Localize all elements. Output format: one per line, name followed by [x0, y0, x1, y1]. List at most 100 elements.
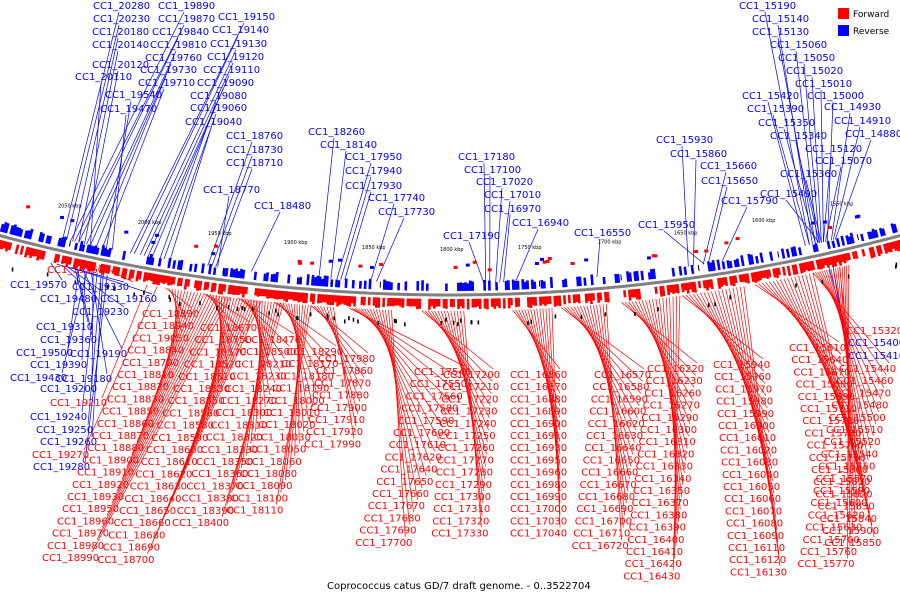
gene-label[interactable]: CC1_19250	[36, 425, 93, 436]
gene-label[interactable]: CC1_18940	[137, 321, 194, 332]
gene-label[interactable]: CC1_18790	[122, 358, 179, 369]
gene-label[interactable]: CC1_18890	[142, 309, 199, 320]
gene-label[interactable]: CC1_17330	[431, 529, 488, 540]
gene-label[interactable]: CC1_16910	[510, 431, 567, 442]
gene-label[interactable]: CC1_15830	[818, 502, 875, 513]
gene-label[interactable]: CC1_19500	[16, 348, 73, 359]
gene-label[interactable]: CC1_16050	[723, 482, 780, 493]
gene-label[interactable]: CC1_16930	[510, 443, 567, 454]
gene-label[interactable]: CC1_19430	[10, 373, 67, 384]
gene-label[interactable]: CC1_16380	[630, 510, 687, 521]
gene-label[interactable]: CC1_16080	[726, 519, 783, 530]
gene-label[interactable]: CC1_15680	[796, 380, 853, 391]
gene-label[interactable]: CC1_17910	[308, 415, 365, 426]
gene-label[interactable]: CC1_16680	[578, 492, 635, 503]
gene-label[interactable]: CC1_15650	[701, 176, 758, 187]
gene-label[interactable]: CC1_17870	[314, 378, 371, 389]
gene-label[interactable]: CC1_18900	[82, 455, 139, 466]
gene-label[interactable]: CC1_18770	[203, 185, 260, 196]
gene-label[interactable]: CC1_16000	[718, 421, 775, 432]
gene-label[interactable]: CC1_17250	[439, 431, 496, 442]
gene-label[interactable]: CC1_18370	[186, 481, 243, 492]
gene-label[interactable]: CC1_18580	[157, 421, 214, 432]
gene-label[interactable]: CC1_17950	[345, 152, 402, 163]
gene-label[interactable]: CC1_18110	[226, 506, 283, 517]
gene-label[interactable]: CC1_15820	[815, 489, 872, 500]
gene-label[interactable]: CC1_16400	[627, 535, 684, 546]
gene-label[interactable]: CC1_15470	[834, 388, 891, 399]
gene-label[interactable]: CC1_16650	[583, 455, 640, 466]
gene-label[interactable]: CC1_18550	[168, 396, 225, 407]
gene-label[interactable]: CC1_18400	[172, 518, 229, 529]
gene-label[interactable]: CC1_15850	[824, 538, 881, 549]
gene-label[interactable]: CC1_19470	[100, 104, 157, 115]
gene-label[interactable]: CC1_15420	[742, 91, 799, 102]
gene-label[interactable]: CC1_18810	[117, 370, 174, 381]
gene-label[interactable]: CC1_15690	[798, 392, 855, 403]
gene-label[interactable]: CC1_16900	[510, 419, 567, 430]
gene-label[interactable]: CC1_17740	[368, 193, 425, 204]
gene-label[interactable]: CC1_15000	[807, 91, 864, 102]
gene-label[interactable]: CC1_18310	[210, 420, 267, 431]
gene-label[interactable]: CC1_18670	[200, 323, 257, 334]
gene-label[interactable]: CC1_19890	[158, 1, 215, 12]
gene-label[interactable]: CC1_17010	[484, 190, 541, 201]
gene-label[interactable]: CC1_17990	[304, 439, 361, 450]
gene-label[interactable]: CC1_15120	[805, 144, 862, 155]
gene-label[interactable]: CC1_16290	[641, 413, 698, 424]
gene-label[interactable]: CC1_20230	[93, 14, 150, 25]
gene-label[interactable]: CC1_19390	[30, 360, 87, 371]
gene-label[interactable]: CC1_19360	[40, 335, 97, 346]
gene-label[interactable]: CC1_18480	[254, 201, 311, 212]
gene-label[interactable]: CC1_16420	[625, 559, 682, 570]
gene-label[interactable]: CC1_16640	[584, 443, 641, 454]
gene-label[interactable]: CC1_17680	[364, 513, 421, 524]
gene-label[interactable]: CC1_16220	[647, 364, 704, 375]
gene-label[interactable]: CC1_15390	[747, 104, 804, 115]
gene-label[interactable]: CC1_16020	[720, 445, 777, 456]
gene-label[interactable]: CC1_16230	[646, 376, 703, 387]
gene-label[interactable]: CC1_18240	[225, 384, 282, 395]
gene-label[interactable]: CC1_17220	[441, 394, 498, 405]
gene-label[interactable]: CC1_19130	[210, 39, 267, 50]
gene-label[interactable]: CC1_19870	[158, 14, 215, 25]
gene-label[interactable]: CC1_18380	[182, 494, 239, 505]
gene-label[interactable]: CC1_17600	[393, 428, 450, 439]
gene-label[interactable]: CC1_15010	[795, 79, 852, 90]
gene-label[interactable]: CC1_18920	[72, 480, 129, 491]
gene-label[interactable]: CC1_17230	[440, 407, 497, 418]
gene-label[interactable]: CC1_19710	[138, 78, 195, 89]
gene-label[interactable]: CC1_17260	[438, 443, 495, 454]
gene-label[interactable]: CC1_15410	[848, 351, 900, 362]
gene-label[interactable]: CC1_18850	[102, 407, 159, 418]
gene-label[interactable]: CC1_19310	[36, 322, 93, 333]
gene-label[interactable]: CC1_16300	[640, 425, 697, 436]
gene-label[interactable]: CC1_15190	[739, 1, 796, 12]
gene-label[interactable]: CC1_19060	[190, 103, 247, 114]
gene-label[interactable]: CC1_19180	[55, 374, 112, 385]
gene-label[interactable]: CC1_17930	[345, 181, 402, 192]
gene-label[interactable]: CC1_18080	[240, 469, 297, 480]
gene-label[interactable]: CC1_16350	[633, 486, 690, 497]
gene-label[interactable]: CC1_17980	[318, 354, 375, 365]
gene-label[interactable]: CC1_16410	[626, 547, 683, 558]
gene-label[interactable]: CC1_17670	[368, 501, 425, 512]
gene-label[interactable]: CC1_17920	[306, 427, 363, 438]
gene-label[interactable]: CC1_18600	[146, 445, 203, 456]
gene-label[interactable]: CC1_20110	[75, 72, 132, 83]
gene-label[interactable]: CC1_16600	[589, 407, 646, 418]
gene-label[interactable]: CC1_16040	[722, 470, 779, 481]
gene-label[interactable]: CC1_18230	[230, 372, 287, 383]
gene-label[interactable]: CC1_17190	[443, 231, 500, 242]
gene-label[interactable]: CC1_19810	[150, 40, 207, 51]
gene-label[interactable]: CC1_16070	[725, 506, 782, 517]
gene-label[interactable]: CC1_17580	[401, 404, 458, 415]
gene-label[interactable]: CC1_16010	[719, 433, 776, 444]
gene-label[interactable]: CC1_15840	[820, 514, 877, 525]
gene-label[interactable]: CC1_16940	[512, 218, 569, 229]
gene-label[interactable]: CC1_16970	[484, 204, 541, 215]
gene-label[interactable]: CC1_19160	[100, 294, 157, 305]
gene-label[interactable]: CC1_16270	[643, 401, 700, 412]
gene-label[interactable]: CC1_17000	[510, 504, 567, 515]
gene-label[interactable]: CC1_15490	[760, 189, 817, 200]
